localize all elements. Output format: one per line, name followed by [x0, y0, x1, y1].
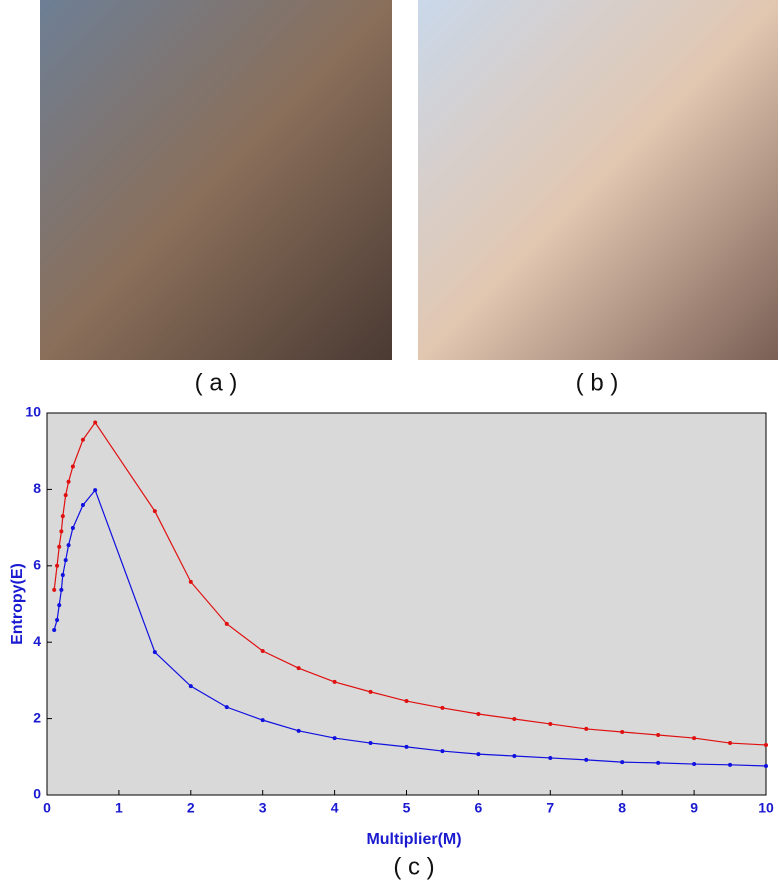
y-tick-label: 10	[25, 404, 41, 420]
point	[656, 761, 660, 765]
point	[59, 588, 63, 592]
point	[405, 745, 409, 749]
figure: ( a ) ( b ) ( c ) Multiplier(M) Entropy(…	[0, 0, 780, 887]
y-tick-label: 0	[33, 786, 41, 802]
point	[55, 564, 59, 568]
point	[225, 622, 229, 626]
point	[67, 543, 71, 547]
point	[153, 509, 157, 513]
x-axis-title: Multiplier(M)	[366, 831, 461, 848]
point	[93, 488, 97, 492]
panel-label: ( c )	[393, 853, 434, 880]
x-tick-label: 0	[43, 800, 51, 816]
x-tick-label: 8	[618, 800, 626, 816]
point	[440, 706, 444, 710]
y-tick-label: 8	[33, 480, 41, 496]
point	[81, 503, 85, 507]
point	[764, 743, 768, 747]
point	[61, 514, 65, 518]
x-tick-label: 4	[331, 800, 339, 816]
point	[261, 649, 265, 653]
x-tick-label: 6	[475, 800, 483, 816]
x-tick-label: 1	[115, 800, 123, 816]
point	[656, 733, 660, 737]
point	[67, 480, 71, 484]
y-tick-label: 2	[33, 709, 41, 725]
panel-label: ( a )	[195, 369, 238, 396]
y-axis-title: Entropy(E)	[9, 563, 26, 645]
point	[57, 603, 61, 607]
point	[620, 760, 624, 764]
panel-label: ( b )	[576, 369, 619, 396]
point	[225, 705, 229, 709]
point	[297, 729, 301, 733]
point	[764, 764, 768, 768]
point	[692, 762, 696, 766]
point	[333, 736, 337, 740]
y-tick-label: 4	[33, 633, 41, 649]
point	[584, 758, 588, 762]
point	[153, 650, 157, 654]
point	[64, 493, 68, 497]
point	[728, 741, 732, 745]
point	[71, 526, 75, 530]
point	[189, 580, 193, 584]
point	[620, 730, 624, 734]
point	[52, 588, 56, 592]
x-tick-label: 7	[546, 800, 554, 816]
point	[52, 628, 56, 632]
point	[548, 756, 552, 760]
point	[57, 545, 61, 549]
point	[476, 752, 480, 756]
point	[297, 666, 301, 670]
point	[64, 558, 68, 562]
x-tick-label: 2	[187, 800, 195, 816]
point	[405, 699, 409, 703]
point	[584, 727, 588, 731]
point	[71, 464, 75, 468]
point	[476, 712, 480, 716]
y-tick-label: 6	[33, 557, 41, 573]
point	[55, 618, 59, 622]
x-tick-label: 9	[690, 800, 698, 816]
point	[59, 529, 63, 533]
photo-a	[40, 0, 392, 360]
point	[692, 736, 696, 740]
point	[512, 754, 516, 758]
x-tick-label: 3	[259, 800, 267, 816]
point	[369, 741, 373, 745]
point	[61, 573, 65, 577]
point	[512, 717, 516, 721]
point	[93, 421, 97, 425]
point	[369, 690, 373, 694]
point	[81, 438, 85, 442]
point	[548, 722, 552, 726]
point	[440, 749, 444, 753]
x-tick-label: 10	[758, 800, 774, 816]
plot-background	[47, 413, 766, 795]
photo-b	[418, 0, 778, 360]
point	[189, 684, 193, 688]
point	[333, 680, 337, 684]
x-tick-label: 5	[403, 800, 411, 816]
point	[261, 718, 265, 722]
page: {"figure": {"panel_labels": ["( a )", "(…	[0, 0, 780, 887]
point	[728, 763, 732, 767]
